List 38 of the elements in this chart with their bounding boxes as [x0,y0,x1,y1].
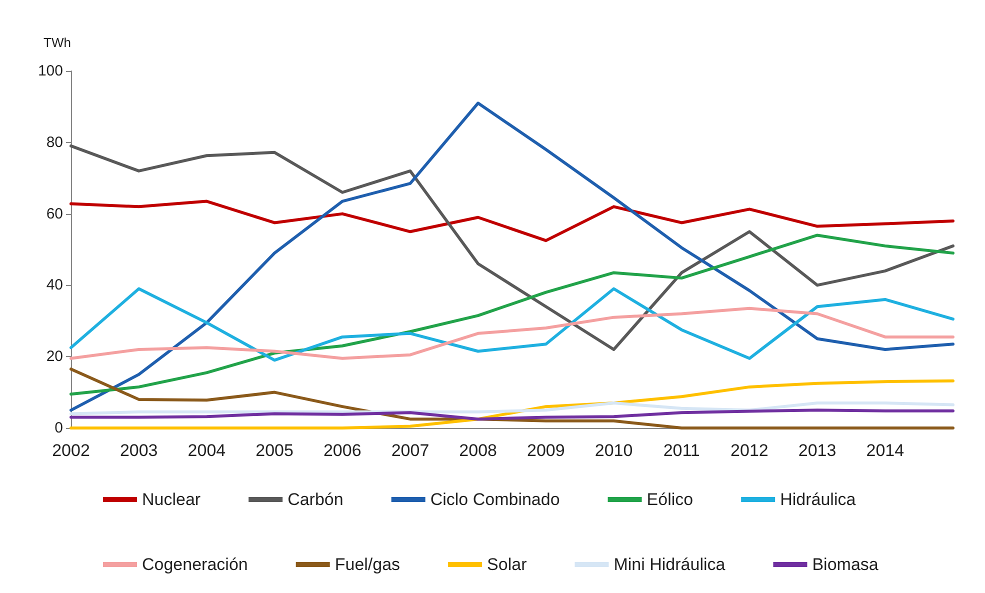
line-series [70,102,954,412]
legend-label: Biomasa [812,555,879,574]
x-tick-label: 2007 [391,441,430,460]
x-tick-label: 2011 [663,441,700,460]
legend-label: Ciclo Combinado [430,490,560,509]
y-tick-label: 0 [54,420,63,436]
x-tick-label: 2002 [52,441,90,460]
y-tick-label: 40 [46,276,63,294]
x-tick-label: 2012 [730,441,768,460]
x-tick-label: 2014 [866,441,904,460]
line-series [70,408,954,421]
legend-label: Hidráulica [780,490,856,509]
legend-label: Cogeneración [142,555,248,574]
x-tick-label: 2006 [323,441,362,460]
legend-label: Eólico [646,490,694,509]
x-tick-label: 2004 [188,441,226,460]
x-tick-label: 2003 [120,441,158,460]
line-series [70,234,954,396]
line-series [70,287,954,362]
line-series [70,402,954,416]
legend-label: Fuel/gas [334,555,400,574]
legend-label: Solar [487,555,528,574]
y-tick-label: 80 [46,134,63,151]
x-tick-label: 2005 [256,441,294,460]
line-series [70,306,954,360]
x-tick-label: 2009 [527,441,565,460]
y-tick-label: 60 [46,205,63,222]
y-tick-label: 20 [46,348,63,366]
line-series [70,200,954,242]
y-tick-label: 100 [38,62,63,80]
x-tick-label: 2010 [594,441,633,460]
y-axis-title: TWh [44,35,71,50]
legend-label: Nuclear [142,490,201,509]
legend-label: Mini Hidráulica [614,555,726,574]
line-series [70,144,954,351]
x-tick-label: 2008 [459,441,497,460]
x-tick-label: 2013 [798,441,836,460]
legend-label: Carbón [288,490,344,509]
